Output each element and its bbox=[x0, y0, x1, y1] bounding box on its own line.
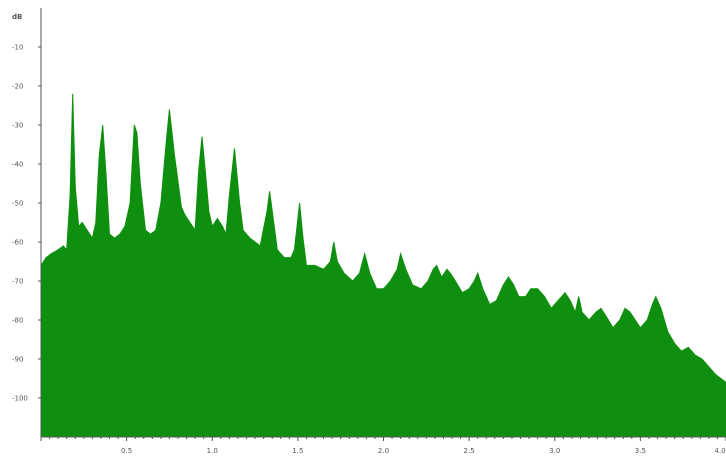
y-tick-label: -50 bbox=[12, 200, 23, 208]
x-tick-label: 4.0 bbox=[714, 447, 725, 455]
y-axis-unit-label: dB bbox=[12, 13, 22, 21]
x-tick-label: 3.5 bbox=[635, 447, 646, 455]
series-area-0 bbox=[40, 93, 726, 438]
y-tick-label: -40 bbox=[12, 161, 23, 169]
y-tick-label: -60 bbox=[12, 239, 23, 247]
y-tick-label: -30 bbox=[12, 122, 23, 130]
x-tick-label: 1.0 bbox=[207, 447, 218, 455]
y-tick-label: -20 bbox=[12, 83, 23, 91]
y-tick-label: -70 bbox=[12, 278, 23, 286]
x-tick-label: 2.5 bbox=[464, 447, 475, 455]
x-tick-label: 1.5 bbox=[292, 447, 303, 455]
x-tick-label: 3.0 bbox=[549, 447, 560, 455]
x-tick-label: 0.5 bbox=[121, 447, 132, 455]
y-tick-label: -90 bbox=[12, 356, 23, 364]
x-tick-label: 2.0 bbox=[378, 447, 389, 455]
y-tick-label: -100 bbox=[12, 395, 28, 403]
y-axis-ticks: -10 -20 -30 -40 -50 -60 -70 -80 -90 -100 bbox=[12, 44, 41, 403]
x-axis-ticks: 0.5 1.0 1.5 2.0 2.5 3.0 3.5 4.0 bbox=[40, 437, 726, 455]
y-tick-label: -80 bbox=[12, 317, 23, 325]
y-tick-label: -10 bbox=[12, 44, 23, 52]
plot-area bbox=[40, 93, 726, 438]
